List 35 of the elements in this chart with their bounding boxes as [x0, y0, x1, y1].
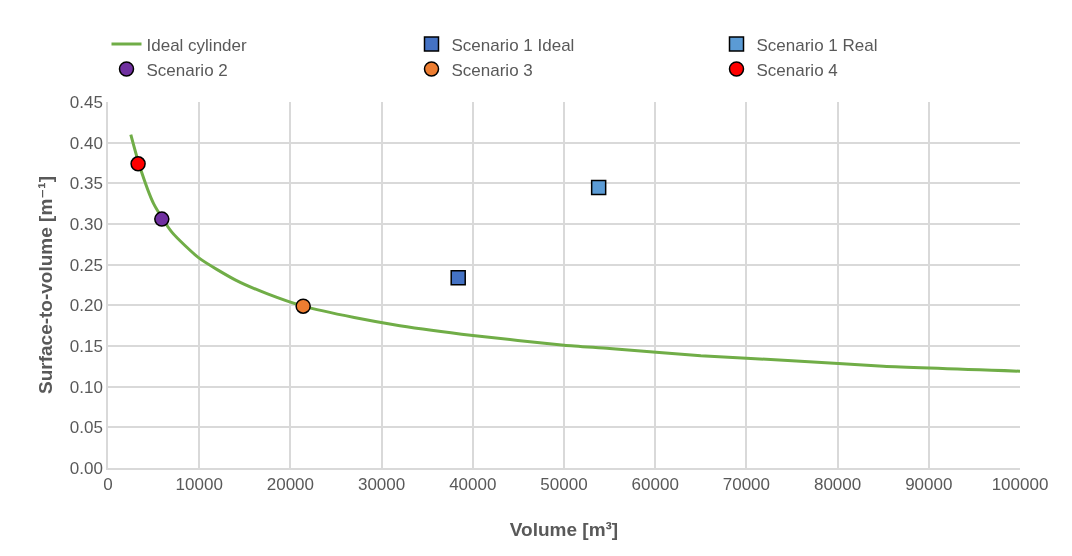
- legend-label: Scenario 1 Ideal: [451, 35, 575, 55]
- y-tick-label: 0.45: [69, 92, 103, 112]
- point: [295, 298, 311, 314]
- x-tick-label: 40000: [449, 475, 497, 495]
- legend-label: Ideal cylinder: [146, 35, 247, 55]
- line-series: [129, 133, 1020, 373]
- y-tick-label: 0.05: [69, 418, 103, 438]
- x-tick-label: 50000: [540, 475, 588, 495]
- y-tick-label: 0.20: [69, 296, 103, 316]
- x-tick-label: 70000: [722, 475, 771, 495]
- x-tick-label: 0: [103, 475, 113, 495]
- y-tick-label: 0.10: [69, 377, 103, 397]
- y-tick-label: 0.25: [69, 255, 103, 275]
- x-axis-title: Volume [m³]: [509, 518, 619, 540]
- y-tick-label: 0.15: [69, 336, 103, 356]
- x-tick-label: 100000: [991, 475, 1049, 495]
- y-tick-label: 0.30: [69, 214, 103, 234]
- legend-label: Scenario 1 Real: [756, 35, 878, 55]
- x-tick-label: 60000: [631, 475, 679, 495]
- x-tick-label: 90000: [905, 475, 953, 495]
- y-tick-label: 0.40: [69, 133, 103, 153]
- y-tick-label: 0.35: [69, 174, 103, 194]
- y-tick-label: 0.00: [69, 458, 103, 478]
- x-tick-label: 80000: [813, 475, 862, 495]
- legend-label: Scenario 3: [451, 60, 533, 80]
- point: [590, 179, 607, 196]
- point: [130, 156, 146, 172]
- x-tick-label: 20000: [266, 475, 315, 495]
- legend-label: Scenario 4: [756, 60, 838, 80]
- y-axis-title: Surface-to-volume [m⁻¹]: [35, 176, 57, 394]
- x-tick-label: 30000: [357, 475, 406, 495]
- legend-label: Scenario 2: [146, 60, 228, 80]
- x-tick-label: 10000: [175, 475, 223, 495]
- point: [450, 269, 466, 286]
- point: [154, 211, 170, 227]
